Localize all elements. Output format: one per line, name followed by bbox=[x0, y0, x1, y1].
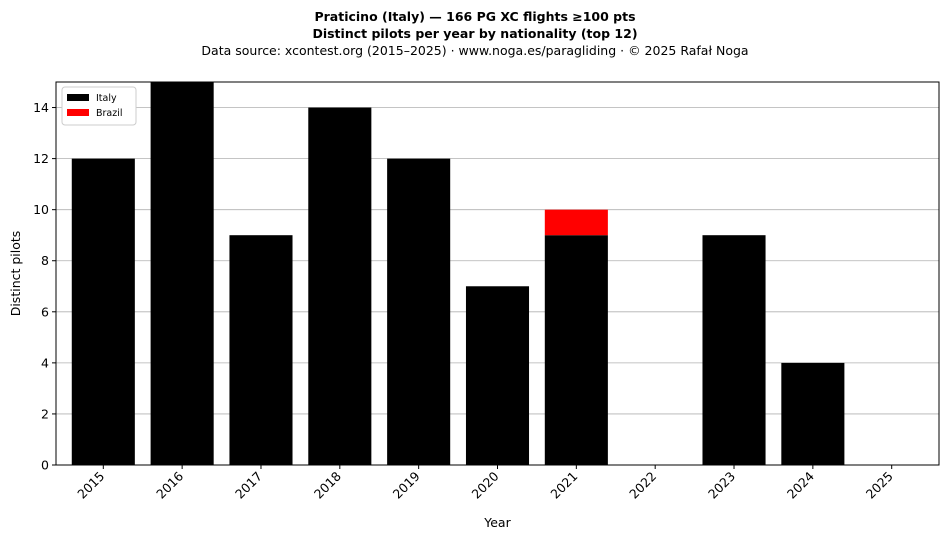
bar-italy-2015 bbox=[71, 158, 135, 465]
x-tick-label: 2022 bbox=[626, 469, 659, 502]
bar-italy-2018 bbox=[308, 107, 372, 466]
x-tick-label: 2015 bbox=[74, 469, 107, 502]
x-tick-label: 2020 bbox=[469, 468, 502, 501]
x-tick-label: 2023 bbox=[705, 469, 738, 502]
y-tick-label: 14 bbox=[33, 100, 49, 115]
bars bbox=[71, 82, 845, 466]
x-tick-label: 2018 bbox=[311, 468, 344, 501]
bar-italy-2017 bbox=[229, 235, 293, 465]
x-axis-label: Year bbox=[483, 515, 511, 530]
x-axis: 2015 2016 2017 2018 2019 2020 2021 2022 2023 2024… bbox=[74, 465, 896, 502]
y-tick-label: 4 bbox=[41, 355, 49, 370]
bar-italy-2021 bbox=[544, 235, 608, 465]
legend-label-brazil: Brazil bbox=[96, 108, 123, 119]
bar-brazil-2021 bbox=[544, 209, 608, 236]
y-tick-label: 12 bbox=[33, 151, 49, 166]
y-tick-label: 6 bbox=[41, 304, 49, 319]
legend-swatch-brazil bbox=[67, 109, 89, 116]
bar-italy-2019 bbox=[387, 158, 451, 465]
bar-italy-2023 bbox=[702, 235, 766, 465]
chart-title: Praticino (Italy) — 166 PG XC flights ≥1… bbox=[314, 9, 636, 24]
legend-swatch-italy bbox=[67, 94, 89, 101]
y-tick-label: 0 bbox=[41, 458, 49, 473]
y-tick-label: 10 bbox=[33, 202, 49, 217]
bar-italy-2016 bbox=[150, 82, 214, 465]
x-tick-label: 2024 bbox=[784, 468, 817, 501]
x-tick-label: 2021 bbox=[547, 469, 580, 502]
y-tick-label: 2 bbox=[41, 406, 49, 421]
legend-label-italy: Italy bbox=[96, 93, 117, 104]
x-tick-label: 2017 bbox=[232, 469, 265, 502]
bar-italy-2020 bbox=[465, 286, 530, 465]
y-tick-label: 8 bbox=[41, 253, 49, 268]
chart-source-note: Data source: xcontest.org (2015–2025) · … bbox=[201, 43, 749, 58]
chart-title-block: Praticino (Italy) — 166 PG XC flights ≥1… bbox=[0, 8, 950, 59]
chart-subtitle: Distinct pilots per year by nationality … bbox=[312, 26, 638, 41]
x-tick-label: 2019 bbox=[390, 468, 423, 501]
y-axis: 0 2 4 6 8 10 12 14 bbox=[33, 100, 56, 473]
x-tick-label: 2016 bbox=[153, 468, 186, 501]
y-axis-label: Distinct pilots bbox=[8, 231, 23, 317]
bar-italy-2024 bbox=[781, 362, 845, 465]
x-tick-label: 2025 bbox=[863, 469, 896, 502]
legend: Italy Brazil bbox=[61, 86, 137, 126]
